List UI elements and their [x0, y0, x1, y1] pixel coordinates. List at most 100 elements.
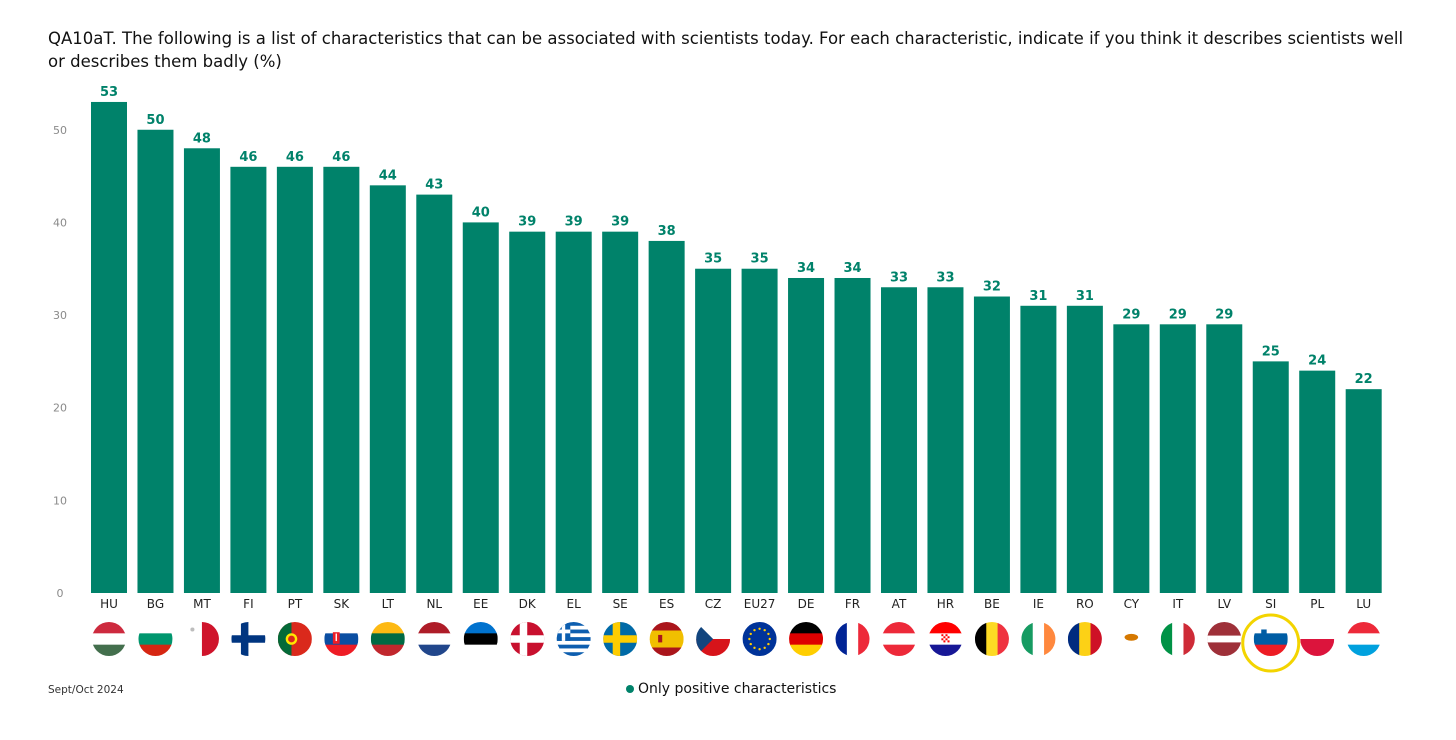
flag-icon-si — [1253, 622, 1288, 656]
bar-nl — [416, 194, 453, 594]
data-label: 33 — [936, 270, 954, 285]
x-tick-label: RO — [1076, 597, 1094, 611]
bar-bg — [137, 129, 174, 593]
bar-es — [648, 240, 685, 593]
data-label: 39 — [565, 215, 583, 230]
flag-icon-pt — [277, 622, 312, 656]
x-tick-label: IE — [1033, 597, 1044, 611]
flag-icon-lv — [1207, 622, 1242, 656]
data-label: 29 — [1169, 307, 1187, 322]
x-tick-label: HR — [937, 597, 954, 611]
data-label: 29 — [1215, 307, 1233, 322]
bar-hu — [91, 101, 127, 593]
data-label: 43 — [425, 178, 443, 193]
bar-se — [602, 231, 639, 594]
bar-eu27 — [741, 268, 778, 593]
x-tick-label: EL — [567, 597, 582, 611]
data-label: 46 — [286, 150, 304, 165]
x-tick-label: SI — [1265, 597, 1276, 611]
data-label: 24 — [1308, 354, 1326, 369]
x-tick-label: BE — [984, 597, 1000, 611]
data-label: 53 — [100, 85, 118, 100]
date-footnote: Sept/Oct 2024 — [48, 684, 124, 696]
flag-icon-at — [881, 622, 916, 656]
x-tick-label: FI — [243, 597, 253, 611]
bar-cy — [1113, 324, 1150, 593]
bar-lv — [1206, 324, 1243, 593]
x-tick-label: PT — [288, 597, 303, 611]
flag-icon-bg — [138, 622, 173, 656]
bar-mt — [183, 148, 220, 593]
flag-icon-lu — [1346, 622, 1381, 656]
flag-icon-ie — [1021, 622, 1056, 656]
x-tick-label: SE — [613, 597, 628, 611]
x-tick-label: EU27 — [744, 597, 776, 611]
flag-icon-cy — [1114, 622, 1149, 656]
data-label: 25 — [1262, 344, 1280, 359]
x-tick-label: DK — [519, 597, 537, 611]
x-tick-label: MT — [193, 597, 211, 611]
y-tick-label: 20 — [53, 402, 67, 415]
data-label: 33 — [890, 270, 908, 285]
bar-ro — [1066, 305, 1103, 593]
bar-de — [788, 277, 825, 593]
bar-si — [1252, 361, 1289, 593]
data-label: 32 — [983, 280, 1001, 295]
bar-sk — [323, 166, 360, 593]
x-tick-label: AT — [892, 597, 907, 611]
legend-label: Only positive characteristics — [638, 681, 837, 697]
bar-ie — [1020, 305, 1057, 593]
x-tick-label: CY — [1124, 597, 1140, 611]
x-tick-label: HU — [100, 597, 118, 611]
data-label: 34 — [797, 261, 815, 276]
highlight-ring — [1241, 613, 1301, 673]
flag-icon-hr — [928, 622, 963, 656]
data-label: 31 — [1029, 289, 1047, 304]
bar-at — [880, 287, 917, 593]
data-label: 46 — [332, 150, 350, 165]
flag-icon-it — [1160, 622, 1195, 656]
bar-ee — [462, 222, 499, 593]
flag-icon-fr — [835, 622, 870, 656]
x-tick-label: FR — [845, 597, 860, 611]
flag-icon-de — [789, 622, 824, 656]
bar-pt — [276, 166, 313, 593]
data-label: 29 — [1122, 307, 1140, 322]
bar-dk — [509, 231, 546, 594]
data-label: 31 — [1076, 289, 1094, 304]
bar-lt — [369, 185, 406, 593]
x-tick-label: SK — [334, 597, 351, 611]
data-label: 50 — [146, 113, 164, 128]
data-label: 44 — [379, 168, 397, 183]
flag-icon-fi — [231, 622, 266, 656]
bar-be — [973, 296, 1010, 593]
flag-icon-cz — [696, 622, 731, 656]
bar-lu — [1345, 389, 1382, 593]
x-tick-label: LT — [382, 597, 395, 611]
data-label: 39 — [611, 215, 629, 230]
legend-swatch — [626, 685, 634, 693]
y-tick-label: 10 — [53, 494, 67, 507]
data-label: 48 — [193, 131, 211, 146]
x-tick-label: LU — [1356, 597, 1371, 611]
data-label: 40 — [472, 205, 490, 220]
flag-icon-mt — [184, 622, 219, 656]
data-label: 35 — [751, 252, 769, 267]
bar-pl — [1299, 370, 1336, 593]
flag-icon-eu27 — [742, 622, 777, 656]
x-tick-label: PL — [1310, 597, 1324, 611]
flag-icon-hu — [92, 622, 126, 656]
bar-fr — [834, 277, 871, 593]
x-tick-label: NL — [426, 597, 442, 611]
x-tick-label: DE — [798, 597, 815, 611]
y-tick-label: 30 — [53, 309, 67, 322]
x-tick-label: ES — [659, 597, 674, 611]
data-label: 39 — [518, 215, 536, 230]
flag-icon-lt — [370, 622, 405, 656]
data-label: 34 — [843, 261, 861, 276]
chart-title: QA10aT. The following is a list of chara… — [48, 29, 1404, 71]
bar-cz — [695, 268, 732, 593]
legend: Only positive characteristics — [626, 681, 836, 697]
bar-el — [555, 231, 592, 594]
